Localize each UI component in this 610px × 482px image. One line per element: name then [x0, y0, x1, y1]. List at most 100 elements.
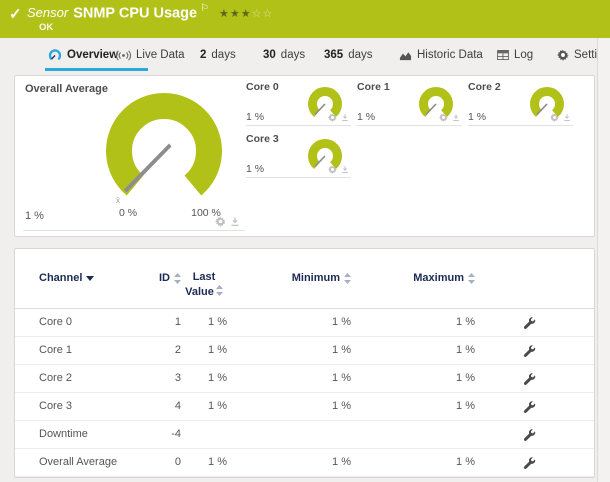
tab-log-label: Log — [514, 49, 534, 61]
maximum-value: 1 % — [456, 372, 475, 384]
gauge-title: Core 2 — [468, 81, 501, 93]
sort-icon — [174, 272, 181, 284]
channel-settings-wrench-icon[interactable] — [523, 456, 536, 469]
active-tab-underline — [45, 68, 148, 71]
gauge-settings-gear-icon[interactable] — [328, 165, 337, 174]
gauge-settings-gear-icon[interactable] — [215, 216, 226, 227]
gauge-settings-gear-icon[interactable] — [439, 113, 448, 122]
gauge-download-icon[interactable] — [563, 113, 571, 122]
gauge-title: Core 1 — [357, 81, 390, 93]
core2-gauge — [530, 87, 564, 118]
channel-settings-wrench-icon[interactable] — [523, 316, 536, 329]
last-value: 1 % — [208, 372, 227, 384]
tab-historic-data-label: Historic Data — [417, 49, 483, 61]
tab-30-days[interactable]: 30 days — [263, 38, 305, 72]
core3-gauge — [308, 139, 342, 170]
gauge-download-icon[interactable] — [341, 113, 349, 122]
stars-filled[interactable]: ★★★ — [219, 8, 252, 21]
area-chart-icon — [399, 51, 412, 60]
table-icon — [497, 50, 509, 60]
overall-average-gauge-tile: Overall Average x̄ 0 % 100 % 1 % — [23, 81, 245, 231]
sort-icon — [344, 272, 351, 284]
maximum-value: 1 % — [456, 344, 475, 356]
tab-30-days-label: days — [280, 49, 306, 61]
gauge-value: 1 % — [25, 210, 44, 222]
gauge-value: 1 % — [468, 111, 487, 123]
table-row[interactable]: Core 0 1 1 % 1 % 1 % — [15, 309, 594, 337]
status-ok-check-icon: ✓ — [9, 6, 22, 23]
channel-settings-wrench-icon[interactable] — [523, 372, 536, 385]
last-value: 1 % — [208, 316, 227, 328]
channel-name[interactable]: Core 0 — [39, 316, 73, 328]
tab-2-days-number: 2 — [200, 49, 207, 61]
sensor-title-line: Sensor SNMP CPU Usage ⚐ ★★★☆☆ — [27, 3, 273, 22]
tab-live-data[interactable]: Live Data — [116, 38, 185, 72]
sort-icon — [215, 284, 223, 296]
column-header-last-value[interactable]: Last Value — [181, 271, 227, 300]
gauge-settings-gear-icon[interactable] — [550, 113, 559, 122]
gauge-download-icon[interactable] — [230, 216, 240, 227]
column-header-channel[interactable]: Channel — [39, 271, 149, 284]
flag-icon[interactable]: ⚐ — [200, 3, 209, 14]
channels-table-panel: Channel ID Last Value Minimum Maximum Co… — [14, 248, 595, 478]
channel-id: 3 — [174, 372, 181, 384]
chevron-down-icon — [86, 275, 95, 281]
last-value: 1 % — [208, 400, 227, 412]
table-row[interactable]: Core 2 3 1 % 1 % 1 % — [15, 365, 594, 393]
last-value: 1 % — [208, 456, 227, 468]
column-header-maximum[interactable]: Maximum — [351, 271, 475, 284]
table-row[interactable]: Overall Average 0 1 % 1 % 1 % — [15, 449, 594, 477]
gauge-value: 1 % — [246, 111, 265, 123]
gauge-scale-max: 100 % — [191, 207, 221, 219]
channel-name[interactable]: Overall Average — [39, 456, 118, 468]
channel-settings-wrench-icon[interactable] — [523, 428, 536, 441]
gear-icon — [557, 49, 569, 61]
channel-settings-wrench-icon[interactable] — [523, 400, 536, 413]
channel-name[interactable]: Core 1 — [39, 344, 73, 356]
channel-id: 2 — [174, 344, 181, 356]
channel-name[interactable]: Downtime — [39, 428, 88, 440]
core0-gauge-tile: Core 0 1 % — [246, 81, 351, 126]
gauge-download-icon[interactable] — [341, 165, 349, 174]
column-header-id[interactable]: ID — [149, 271, 181, 284]
core2-gauge-tile: Core 2 1 % — [468, 81, 573, 126]
maximum-value: 1 % — [456, 456, 475, 468]
channel-id: 4 — [174, 400, 181, 412]
tab-365-days-label: days — [348, 49, 373, 61]
channel-name[interactable]: Core 3 — [39, 400, 73, 412]
table-row[interactable]: Core 3 4 1 % 1 % 1 % — [15, 393, 594, 421]
channel-id: -4 — [171, 428, 181, 440]
channel-name[interactable]: Core 2 — [39, 372, 73, 384]
core1-gauge-tile: Core 1 1 % — [357, 81, 462, 126]
scrollbar-track[interactable] — [597, 38, 610, 482]
table-row[interactable]: Downtime -4 — [15, 421, 594, 449]
gauge-settings-gear-icon[interactable] — [328, 113, 337, 122]
channel-id: 0 — [174, 456, 181, 468]
tab-bar: Overview Live Data 2 days 30 days 365 days … — [0, 38, 610, 72]
page-title: SNMP CPU Usage — [73, 5, 198, 22]
tab-live-data-label: Live Data — [136, 49, 185, 61]
tab-log[interactable]: Log — [497, 38, 533, 72]
channel-settings-wrench-icon[interactable] — [523, 344, 536, 357]
sensor-header: ✓ Sensor SNMP CPU Usage ⚐ ★★★☆☆ OK — [0, 0, 610, 38]
gauge-value: 1 % — [246, 163, 265, 175]
tab-historic-data[interactable]: Historic Data — [399, 38, 483, 72]
minimum-value: 1 % — [332, 316, 351, 328]
priority-stars[interactable]: ★★★☆☆ — [219, 8, 273, 20]
minimum-value: 1 % — [332, 456, 351, 468]
tab-365-days[interactable]: 365 days — [324, 38, 372, 72]
column-header-minimum[interactable]: Minimum — [227, 271, 351, 284]
stars-empty[interactable]: ☆☆ — [251, 8, 274, 21]
gauge-download-icon[interactable] — [452, 113, 460, 122]
table-row[interactable]: Core 1 2 1 % 1 % 1 % — [15, 337, 594, 365]
core3-gauge-tile: Core 3 1 % — [246, 133, 351, 178]
gauge-scale-min: 0 % — [118, 207, 138, 219]
sensor-kind-label: Sensor — [27, 5, 69, 21]
table-header-row: Channel ID Last Value Minimum Maximum — [15, 271, 594, 309]
mean-marker: x̄ — [116, 196, 120, 205]
maximum-value: 1 % — [456, 400, 475, 412]
gauge-title: Overall Average — [25, 83, 108, 95]
tab-2-days[interactable]: 2 days — [200, 38, 236, 72]
tab-overview[interactable]: Overview — [48, 38, 118, 72]
tab-2-days-label: days — [211, 49, 236, 61]
